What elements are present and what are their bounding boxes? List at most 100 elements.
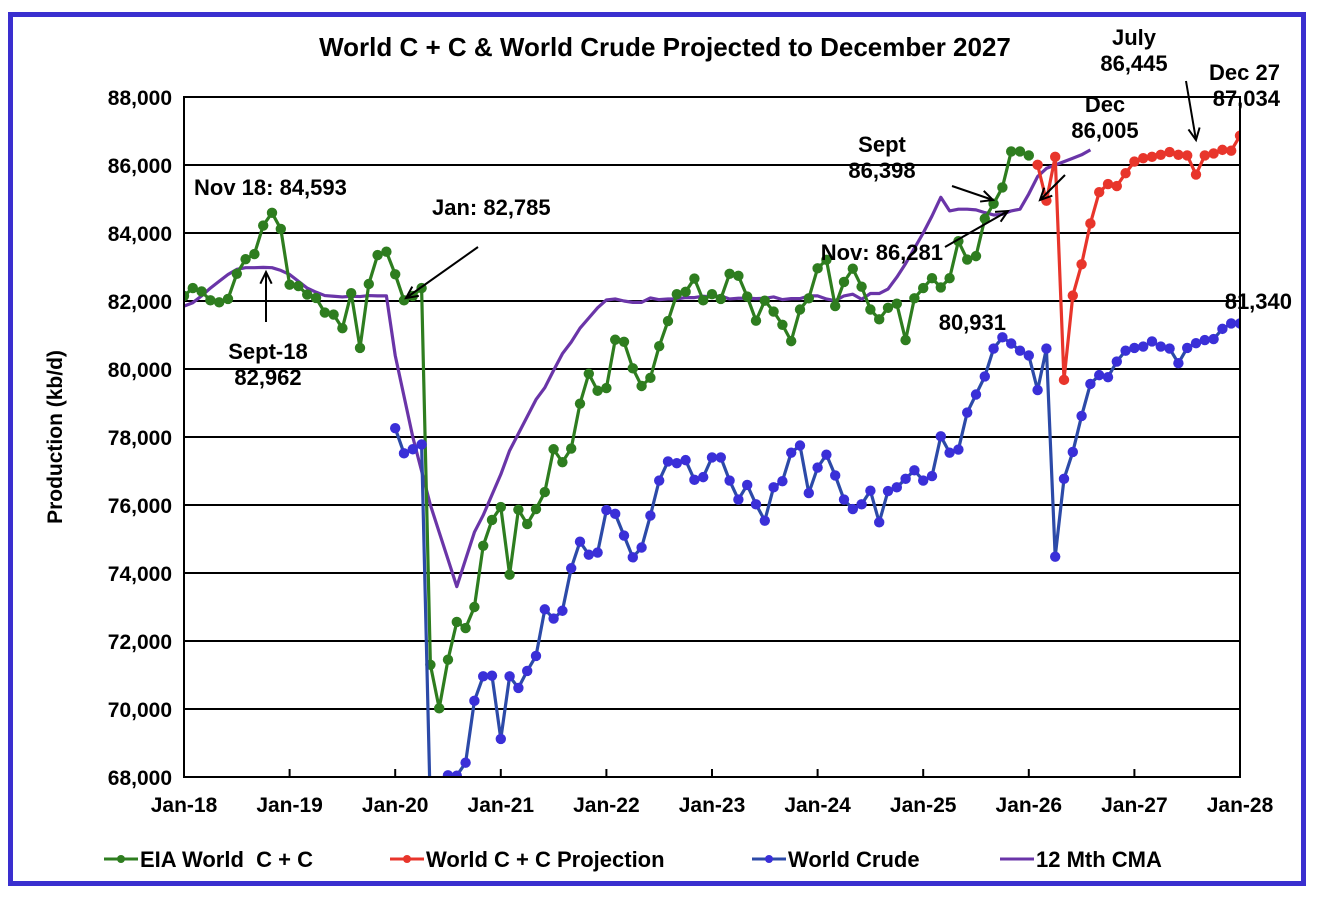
annotation-label: 82,962 — [234, 365, 301, 390]
arrow-head — [1187, 127, 1201, 143]
arrow-head — [979, 190, 996, 203]
x-tick-label: Jan-19 — [256, 794, 323, 817]
data-point — [654, 475, 665, 486]
data-point — [407, 444, 418, 455]
data-point — [838, 276, 850, 288]
data-point — [1094, 369, 1105, 381]
grid — [184, 164, 1240, 710]
data-point — [698, 471, 709, 483]
data-point — [583, 549, 594, 560]
data-point — [742, 291, 753, 302]
data-point — [865, 485, 876, 496]
data-point — [196, 286, 207, 297]
data-point — [847, 263, 858, 274]
y-axis-ticks: 68,000 70,000 72,000 74,000 76,000 78,000 80,0… — [108, 87, 172, 790]
arrow-head — [404, 286, 419, 300]
x-tick-label: Jan-21 — [468, 794, 535, 817]
series-layer — [184, 130, 1240, 809]
data-point — [768, 306, 779, 317]
annotation-label: Sept-18 — [228, 339, 307, 364]
data-point — [337, 323, 348, 334]
annotation-label: Dec — [1085, 92, 1125, 117]
data-point — [1226, 145, 1237, 156]
data-point — [1217, 323, 1228, 335]
data-point — [504, 569, 515, 580]
data-point — [750, 499, 762, 510]
annotation-arrow — [951, 185, 994, 201]
data-point — [680, 454, 691, 466]
x-tick-label: Jan-25 — [890, 794, 957, 817]
series-line — [184, 149, 1030, 710]
x-tick-label: Jan-28 — [1207, 794, 1274, 817]
data-point — [1226, 318, 1237, 329]
data-point — [1199, 334, 1211, 346]
data-point — [689, 474, 700, 486]
chart-frame — [8, 12, 1306, 886]
data-point — [794, 304, 806, 315]
data-point — [794, 440, 806, 451]
data-point — [184, 290, 190, 302]
data-point — [909, 293, 920, 304]
data-point — [970, 389, 982, 400]
legend-marker-icon — [765, 855, 773, 863]
data-point — [434, 799, 444, 809]
series-line — [184, 148, 1092, 589]
data-point — [302, 289, 313, 300]
data-point — [1102, 178, 1114, 190]
data-point — [1120, 345, 1131, 356]
data-point — [680, 286, 691, 298]
data-point — [284, 279, 295, 290]
data-point — [856, 281, 867, 292]
data-point — [812, 263, 823, 274]
data-point — [724, 268, 735, 279]
data-point — [759, 515, 770, 526]
data-point — [786, 335, 797, 347]
data-point — [328, 309, 339, 320]
data-point — [205, 295, 216, 306]
data-point — [1076, 410, 1087, 422]
data-point — [187, 282, 198, 294]
data-point — [390, 269, 401, 280]
data-point — [759, 295, 770, 306]
legend-label: 12 Mth CMA — [1036, 847, 1162, 872]
data-point — [214, 297, 225, 308]
y-tick-label: 88,000 — [108, 87, 172, 110]
data-point — [689, 273, 700, 284]
data-point — [1129, 156, 1140, 167]
data-point — [1146, 151, 1158, 163]
annotation-label: 81,340 — [1225, 289, 1292, 314]
data-point — [847, 503, 858, 515]
data-point — [962, 254, 973, 265]
data-point — [1032, 384, 1043, 396]
data-point — [865, 304, 876, 315]
data-point — [442, 770, 454, 777]
annotation-arrow — [1185, 80, 1197, 141]
data-point — [539, 604, 550, 615]
annotation-label: Nov 18: 84,593 — [194, 175, 347, 200]
data-point — [1094, 187, 1105, 198]
legend-label: World Crude — [788, 847, 920, 872]
data-point — [275, 223, 286, 235]
data-point — [645, 372, 656, 384]
data-point — [557, 605, 568, 616]
data-point — [944, 447, 955, 458]
data-point — [548, 444, 559, 455]
data-point — [1023, 150, 1034, 161]
arrow-head — [259, 269, 273, 285]
data-point — [522, 665, 533, 677]
data-point — [953, 444, 964, 455]
series-world-crude — [390, 318, 1240, 809]
data-point — [724, 475, 735, 486]
data-point — [1067, 290, 1079, 301]
data-point — [891, 298, 902, 309]
data-point — [909, 465, 920, 476]
data-point — [451, 770, 462, 777]
legend: EIA World C + C World C + C Projection Wor… — [104, 847, 1162, 872]
annotation-label: 86,445 — [1100, 51, 1167, 76]
data-point — [530, 650, 542, 662]
annotation-arrow — [944, 210, 1009, 248]
data-point — [786, 447, 797, 458]
x-axis-ticks: Jan-18 Jan-19 Jan-20 Jan-21 Jan-22 Jan-23 Jan-… — [151, 769, 1274, 817]
legend-item: World Crude — [752, 847, 920, 872]
